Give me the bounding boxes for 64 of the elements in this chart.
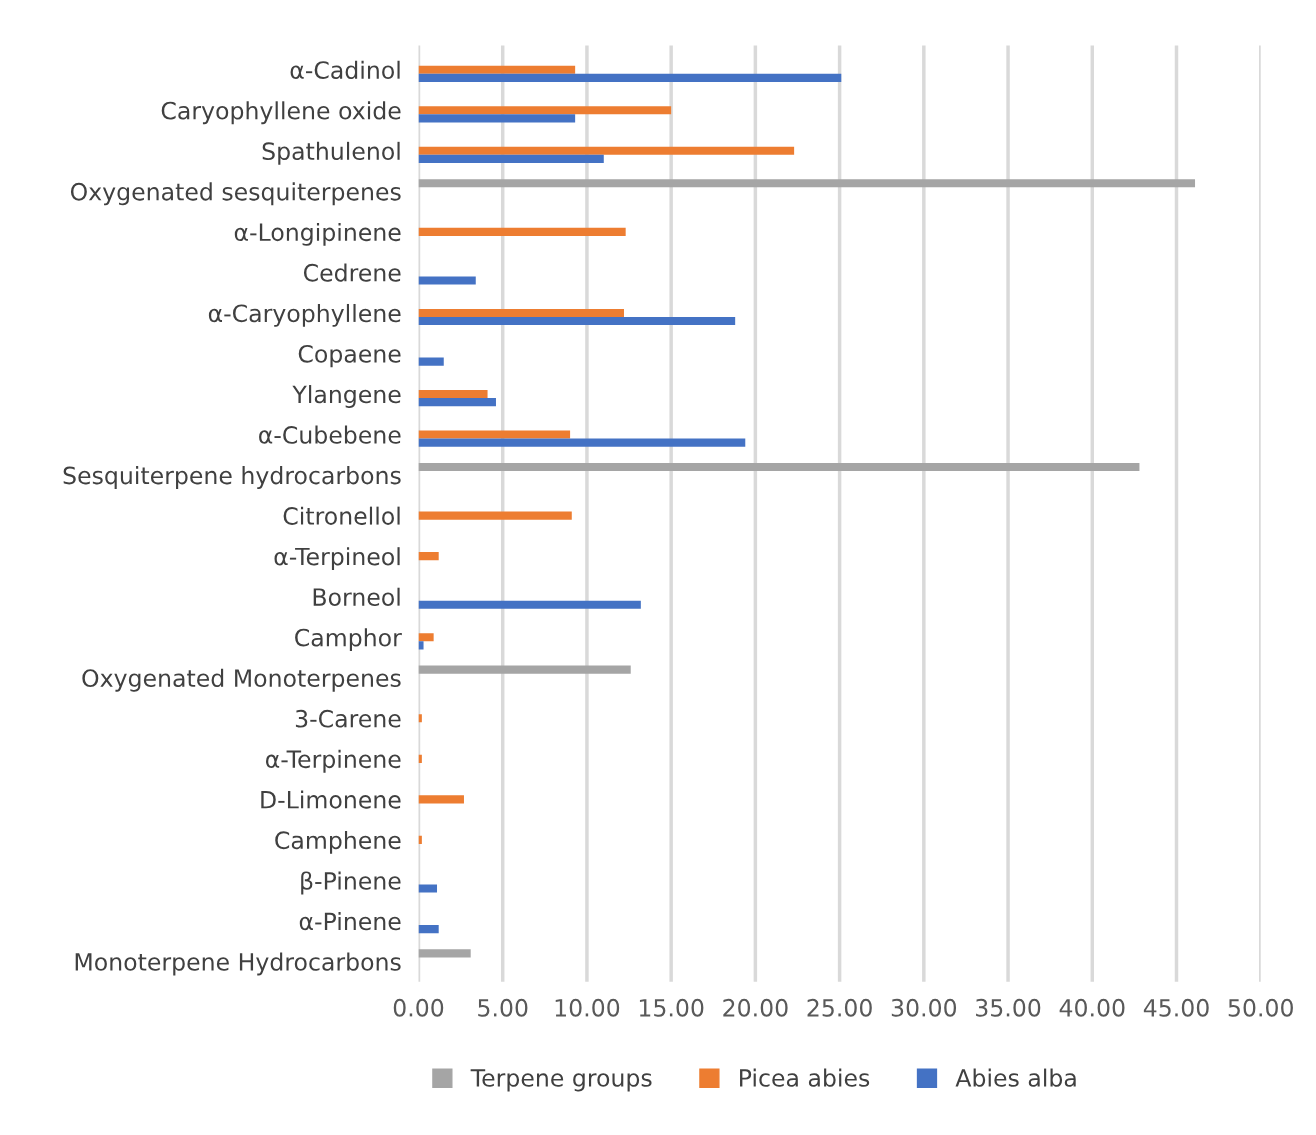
bar [418, 795, 464, 804]
y-tick-label: α-Caryophyllene [208, 303, 401, 327]
y-tick-label: Cedrene [303, 263, 401, 282]
bar [418, 641, 424, 650]
bar [418, 106, 672, 115]
y-tick-label: Oxygenated Monoterpenes [82, 668, 401, 692]
bar [418, 462, 1140, 472]
bar [418, 430, 571, 439]
x-tick-label: 20.00 [723, 998, 788, 1017]
y-tick-label: Caryophyllene oxide [161, 101, 401, 125]
y-tick-label: α-Cadinol [290, 60, 400, 80]
bar [418, 884, 438, 893]
y-tick-label: Sesquiterpene hydrocarbons [63, 466, 401, 489]
bar [418, 633, 434, 642]
legend-label: Abies alba [955, 1068, 1076, 1087]
y-tick-label: Citronellol [283, 506, 400, 525]
bar [418, 146, 795, 155]
bar [418, 357, 444, 366]
y-tick-label: Monoterpene Hydrocarbons [75, 952, 401, 976]
bar [418, 73, 842, 82]
x-tick-label: 50.00 [1228, 998, 1293, 1017]
bar [418, 154, 604, 163]
x-tick-label: 35.00 [976, 998, 1041, 1017]
x-tick-label: 40.00 [1059, 998, 1125, 1017]
y-tick-label: α-Longipinene [234, 222, 401, 246]
y-tick-label: Spathulenol [262, 141, 400, 165]
bar [418, 227, 626, 236]
y-tick-label: α-Terpineol [274, 547, 400, 571]
bar [418, 114, 576, 123]
x-tick-label: 10.00 [555, 998, 620, 1017]
y-tick-label: Copaene [298, 344, 401, 368]
legend-label: Terpene groups [470, 1069, 652, 1092]
y-tick-label: α-Cubebene [259, 425, 401, 444]
bar [418, 511, 572, 520]
bar [418, 949, 471, 958]
y-tick-label: Camphor [295, 628, 402, 652]
bar [418, 308, 624, 317]
x-tick-label: 15.00 [639, 998, 704, 1017]
y-tick-label: Ylangene [292, 385, 401, 408]
bar [418, 179, 1196, 188]
bar [418, 65, 576, 74]
x-tick-label: 30.00 [891, 998, 957, 1017]
y-tick-label: Borneol [313, 587, 400, 606]
x-tick-label: 0.00 [393, 998, 444, 1017]
y-tick-label: β-Pinene [301, 871, 401, 895]
bar [418, 276, 476, 285]
y-tick-label: D-Limonene [261, 790, 401, 809]
y-tick-label: 3-Carene [295, 709, 401, 728]
x-tick-label: 5.00 [478, 998, 528, 1017]
bar [418, 665, 631, 674]
bar [418, 438, 746, 447]
y-tick-label: α-Pinene [299, 912, 401, 931]
bar [418, 389, 488, 399]
bar [418, 925, 439, 934]
x-tick-label: 45.00 [1143, 998, 1209, 1017]
bar [418, 398, 496, 407]
y-tick-label: Oxygenated sesquiterpenes [70, 182, 401, 206]
legend-label: Picea abies [740, 1068, 870, 1087]
bar [418, 552, 439, 561]
x-tick-label: 25.00 [807, 998, 872, 1017]
bar [418, 600, 641, 609]
bar [418, 316, 736, 326]
y-tick-label: α-Terpinene [266, 749, 401, 773]
y-tick-label: Camphene [275, 830, 401, 854]
